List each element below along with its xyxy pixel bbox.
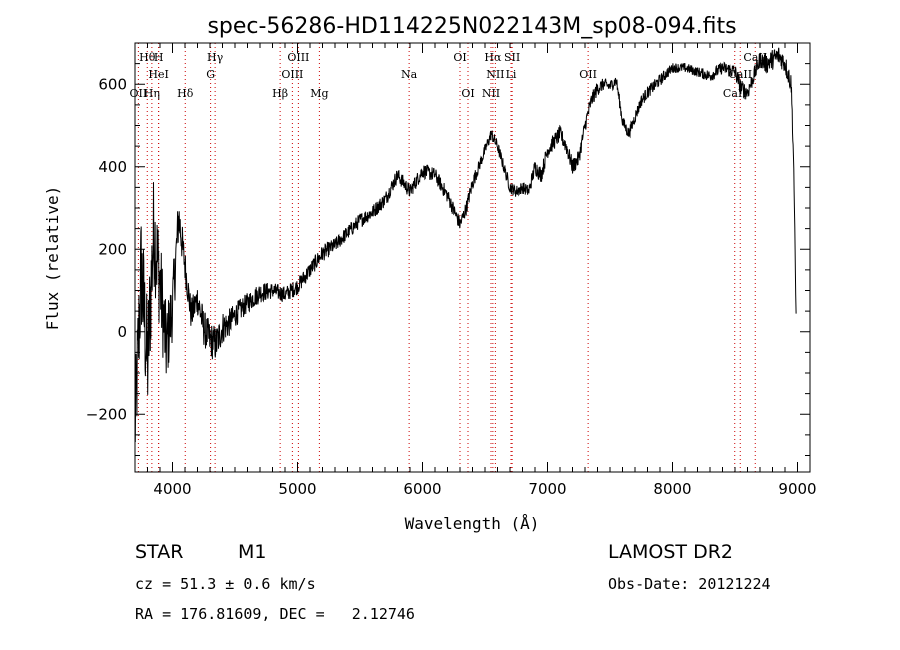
coordinates: RA = 176.81609, DEC = 2.12746 — [135, 605, 415, 623]
y-tick-label: 600 — [98, 75, 127, 93]
x-tick-label: 9000 — [778, 480, 816, 498]
emission-line-label: Hβ — [272, 87, 288, 100]
x-tick-label: 5000 — [278, 480, 316, 498]
x-axis-label: Wavelength (Å) — [405, 514, 540, 533]
y-axis-label: Flux (relative) — [43, 186, 62, 331]
emission-line-label: OI — [453, 51, 466, 64]
plot-frame — [134, 42, 811, 473]
axis-ticks: 4000 5000 6000 7000 8000 9000 −200 0 200 400 600 — [86, 42, 817, 498]
emission-line-label: G — [206, 68, 215, 81]
emission-line-label: OIII — [287, 51, 309, 64]
observation-date: Obs-Date: 20121224 — [608, 575, 771, 593]
object-type: STAR — [135, 541, 184, 563]
emission-line-label: NII — [486, 68, 504, 81]
survey-name: LAMOST DR2 — [608, 541, 733, 563]
y-tick-label: 400 — [98, 158, 127, 176]
emission-line-label: Hδ — [177, 87, 194, 100]
emission-line-label: SII — [504, 51, 520, 64]
spectrum-line — [134, 47, 797, 443]
emission-line-label: Mg — [310, 87, 328, 100]
redshift-velocity: cz = 51.3 ± 0.6 km/s — [135, 575, 316, 593]
emission-line-label: Hγ — [207, 51, 224, 64]
chart-title: spec-56286-HD114225N022143M_sp08-094.fit… — [207, 14, 736, 39]
x-tick-label: 8000 — [653, 480, 691, 498]
object-subclass: M1 — [238, 541, 267, 563]
emission-line-label: OIII — [281, 68, 303, 81]
emission-line-label: OI — [461, 87, 474, 100]
emission-line-label: Hη — [144, 87, 160, 100]
y-tick-label: 200 — [98, 240, 127, 258]
x-tick-label: 4000 — [153, 480, 191, 498]
emission-line-label: HeI — [148, 68, 168, 81]
emission-line-label: Hα — [484, 51, 502, 64]
emission-line-label: OII — [579, 68, 597, 81]
x-tick-label: 6000 — [403, 480, 441, 498]
y-tick-label: 0 — [117, 323, 127, 341]
emission-line-label: Li — [506, 68, 517, 81]
x-tick-label: 7000 — [528, 480, 566, 498]
emission-line-label: Hθ — [139, 51, 156, 64]
emission-line-label: OII — [130, 87, 148, 100]
emission-line-label: NII — [482, 87, 500, 100]
y-tick-label: −200 — [86, 405, 127, 423]
emission-line-label: Na — [401, 68, 418, 81]
emission-line-label: H — [154, 51, 164, 64]
